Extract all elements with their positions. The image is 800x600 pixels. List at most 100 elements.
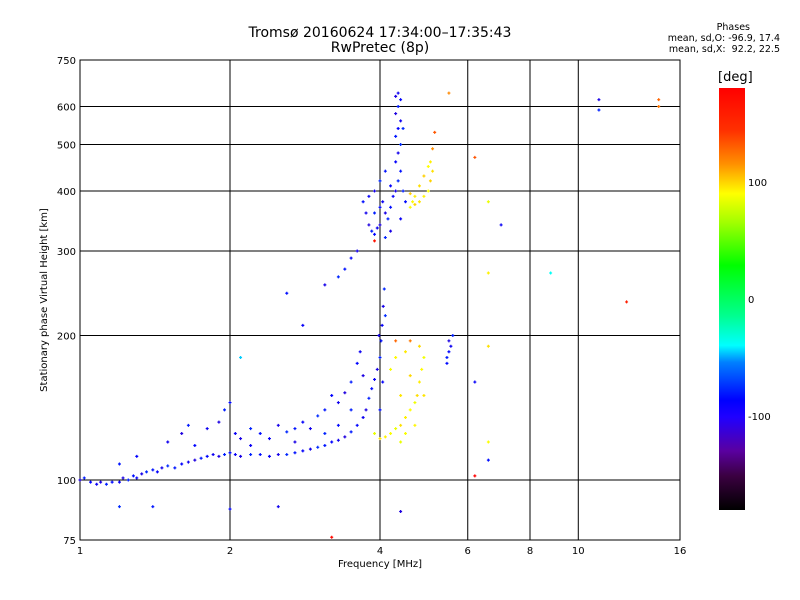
data-point bbox=[381, 304, 385, 308]
data-point bbox=[336, 438, 340, 442]
series-e-f1-x-trace bbox=[373, 200, 490, 444]
data-point bbox=[78, 478, 82, 482]
data-point bbox=[394, 112, 398, 116]
data-point bbox=[193, 458, 197, 462]
data-point bbox=[126, 478, 130, 482]
series-orange-points bbox=[394, 91, 661, 343]
data-point bbox=[383, 211, 387, 215]
data-point bbox=[239, 454, 243, 458]
colorbar-tick-label: -100 bbox=[748, 412, 771, 423]
data-point bbox=[364, 211, 368, 215]
phase-info-o: mean, sd,O: -96.9, 17.4 bbox=[667, 33, 780, 44]
x-tick-label: 16 bbox=[674, 546, 687, 557]
data-point bbox=[186, 460, 190, 464]
data-point bbox=[486, 271, 490, 275]
data-point bbox=[625, 300, 629, 304]
subtitle-line: RwPretec (8p) bbox=[330, 40, 430, 56]
x-tick-label: 1 bbox=[77, 546, 83, 557]
data-point bbox=[166, 440, 170, 444]
data-point bbox=[110, 480, 114, 484]
y-axis-label: Stationary phase Virtual Height [km] bbox=[39, 208, 50, 392]
data-point bbox=[417, 344, 421, 348]
data-point bbox=[377, 334, 381, 338]
data-point bbox=[413, 194, 417, 198]
data-point bbox=[217, 454, 221, 458]
data-point bbox=[549, 271, 553, 275]
data-point bbox=[239, 437, 243, 441]
data-point bbox=[199, 456, 203, 460]
data-point bbox=[431, 147, 435, 151]
data-point bbox=[411, 200, 415, 204]
data-point bbox=[447, 91, 451, 95]
data-point bbox=[422, 194, 426, 198]
data-point bbox=[228, 507, 232, 511]
data-point bbox=[399, 217, 403, 221]
data-point bbox=[217, 420, 221, 424]
data-point bbox=[361, 415, 365, 419]
data-point bbox=[399, 509, 403, 513]
data-point bbox=[349, 256, 353, 260]
chart-title: Tromsø 20160624 17:34:00–17:35:43 RwPret… bbox=[230, 26, 530, 56]
data-point bbox=[399, 423, 403, 427]
data-point bbox=[383, 314, 387, 318]
data-point bbox=[233, 432, 237, 436]
colorbar bbox=[719, 88, 745, 510]
data-point bbox=[420, 367, 424, 371]
data-point bbox=[223, 408, 227, 412]
series-cyan-points bbox=[239, 271, 553, 359]
data-point bbox=[104, 482, 108, 486]
data-point bbox=[382, 287, 386, 291]
data-point bbox=[403, 200, 407, 204]
data-point bbox=[330, 535, 334, 539]
data-point bbox=[370, 387, 374, 391]
data-point bbox=[403, 415, 407, 419]
data-point bbox=[389, 184, 393, 188]
data-point bbox=[394, 427, 398, 431]
data-point bbox=[301, 449, 305, 453]
data-point bbox=[383, 169, 387, 173]
data-point bbox=[285, 430, 289, 434]
data-point bbox=[151, 468, 155, 472]
data-point bbox=[205, 454, 209, 458]
data-point bbox=[445, 361, 449, 365]
data-point bbox=[117, 480, 121, 484]
data-point bbox=[394, 160, 398, 164]
data-point bbox=[301, 323, 305, 327]
title-line: Tromsø 20160624 17:34:00–17:35:43 bbox=[248, 25, 512, 41]
data-point bbox=[431, 169, 435, 173]
data-point bbox=[378, 437, 382, 441]
data-point bbox=[186, 423, 190, 427]
data-point bbox=[386, 217, 390, 221]
data-point bbox=[428, 179, 432, 183]
data-point bbox=[316, 445, 320, 449]
data-point bbox=[343, 435, 347, 439]
data-point bbox=[285, 291, 289, 295]
data-point bbox=[367, 223, 371, 227]
data-point bbox=[394, 94, 398, 98]
data-point bbox=[323, 283, 327, 287]
data-point bbox=[399, 98, 403, 102]
data-point bbox=[396, 105, 400, 109]
data-point bbox=[293, 427, 297, 431]
x-tick-label: 6 bbox=[465, 546, 471, 557]
data-point bbox=[401, 189, 405, 193]
data-point bbox=[330, 394, 334, 398]
data-point bbox=[258, 453, 262, 457]
phase-info-title: Phases bbox=[716, 22, 750, 33]
data-point bbox=[145, 470, 149, 474]
data-point bbox=[323, 432, 327, 436]
y-tick-label: 100 bbox=[57, 476, 76, 487]
data-point bbox=[381, 380, 385, 384]
data-point bbox=[193, 444, 197, 448]
data-point bbox=[249, 444, 253, 448]
data-point bbox=[355, 361, 359, 365]
data-point bbox=[293, 451, 297, 455]
data-point bbox=[657, 98, 661, 102]
y-tick-label: 400 bbox=[57, 187, 76, 198]
data-point bbox=[151, 505, 155, 509]
data-point bbox=[403, 432, 407, 436]
data-point bbox=[413, 401, 417, 405]
x-tick-label: 4 bbox=[377, 546, 383, 557]
